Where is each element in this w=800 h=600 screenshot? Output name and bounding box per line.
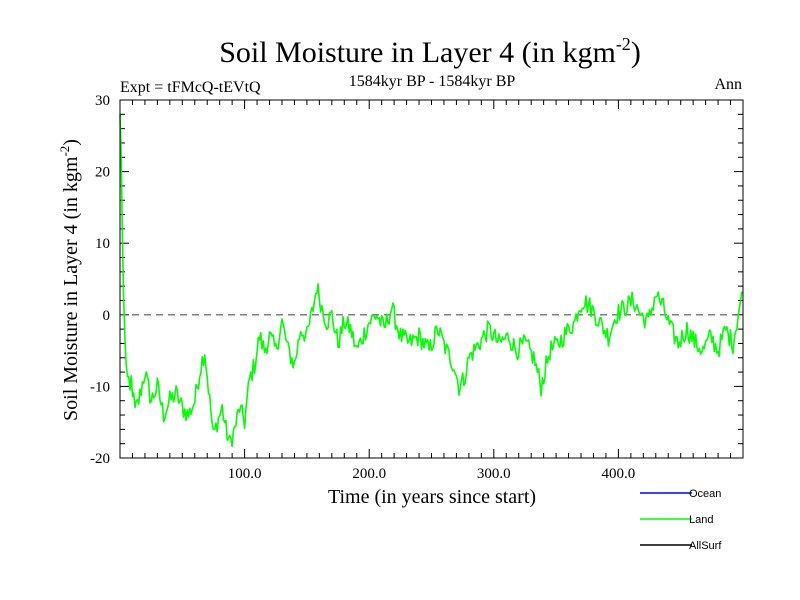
experiment-label: Expt = tFMcQ-tEVtQ xyxy=(120,79,261,96)
legend-label-allsurf: AllSurf xyxy=(689,540,722,552)
season-label: Ann xyxy=(714,76,742,93)
x-tick-label: 300.0 xyxy=(477,466,511,482)
x-tick-label: 100.0 xyxy=(228,466,262,482)
legend-label-ocean: Ocean xyxy=(689,488,721,500)
y-tick-label: -10 xyxy=(90,379,110,395)
y-tick-label: 10 xyxy=(95,236,110,252)
y-tick-label: -20 xyxy=(90,451,110,467)
axis-ticks xyxy=(119,99,744,459)
legend-label-land: Land xyxy=(689,514,713,526)
x-tick-label: 200.0 xyxy=(352,466,386,482)
y-tick-label: 30 xyxy=(95,93,110,109)
y-tick-label: 0 xyxy=(103,308,111,324)
plot-frame xyxy=(119,99,744,459)
y-axis-label: Soil Moisture in Layer 4 (in kgm-2) xyxy=(57,139,82,421)
series-group xyxy=(119,114,744,448)
series-line-land xyxy=(119,114,744,448)
x-axis-label: Time (in years since start) xyxy=(328,486,536,508)
tick-labels: -20 -10 0 10 20 30 100.0 200.0 300.0 400.0 xyxy=(90,93,635,482)
x-tick-label: 400.0 xyxy=(602,466,636,482)
legend: Ocean Land AllSurf xyxy=(640,488,722,552)
y-tick-label: 20 xyxy=(95,165,110,181)
chart-title: Soil Moisture in Layer 4 (in kgm-2) xyxy=(219,34,641,69)
period-label: 1584kyr BP - 1584kyr BP xyxy=(349,73,516,90)
